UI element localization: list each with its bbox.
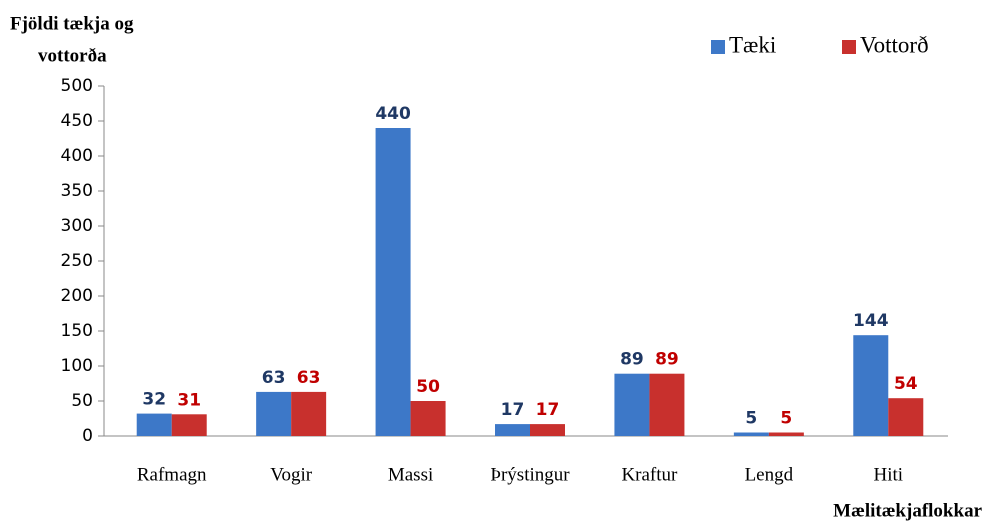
x-tick-label: Vogir [270,464,313,485]
y-tick-label: 350 [61,181,93,201]
bar [888,398,924,436]
data-label: 5 [745,409,757,429]
legend-swatch [842,40,856,54]
x-tick-label: Þrýstingur [490,464,570,485]
bar [853,335,889,436]
y-tick-label: 250 [61,251,93,271]
y-tick-label: 150 [61,321,93,341]
y-tick-label: 0 [82,426,93,446]
x-tick-label: Hiti [874,464,904,485]
data-label: 63 [297,368,321,388]
x-tick-label: Lengd [745,464,794,485]
y-axis-label: Fjöldi tækja og [10,13,134,34]
y-axis-label: vottorða [38,45,107,66]
bar [375,128,411,436]
y-tick-label: 50 [71,391,93,411]
bar [530,424,565,436]
bar [171,414,207,436]
y-tick-label: 500 [61,76,93,96]
data-label: 50 [416,377,440,397]
x-tick-label: Massi [388,464,433,485]
data-label: 32 [142,390,166,410]
y-tick-label: 100 [61,356,93,376]
bar [733,432,769,436]
data-label: 5 [780,409,792,429]
y-tick-label: 450 [61,111,93,131]
legend-swatch [711,40,725,54]
x-axis-label: Mælitækjaflokkar [833,500,982,521]
y-tick-label: 400 [61,146,93,166]
bar [256,391,292,436]
data-label: 17 [501,400,525,420]
data-label: 63 [262,368,286,388]
legend-label: Tæki [729,32,776,57]
bar [495,424,530,436]
data-label: 440 [375,104,411,124]
bar [291,391,327,436]
bar [768,432,804,436]
bar [136,413,172,436]
y-tick-label: 200 [61,286,93,306]
legend-label: Vottorð [860,32,929,57]
data-label: 89 [620,350,644,370]
bar [649,373,685,436]
x-tick-label: Kraftur [621,464,678,485]
x-tick-label: Rafmagn [137,464,207,485]
bar [614,373,650,436]
data-label: 17 [536,400,560,420]
data-label: 54 [894,374,918,394]
y-tick-label: 300 [61,216,93,236]
data-label: 144 [853,311,889,331]
data-label: 31 [177,390,201,410]
bar [410,401,446,436]
data-label: 89 [655,350,679,370]
